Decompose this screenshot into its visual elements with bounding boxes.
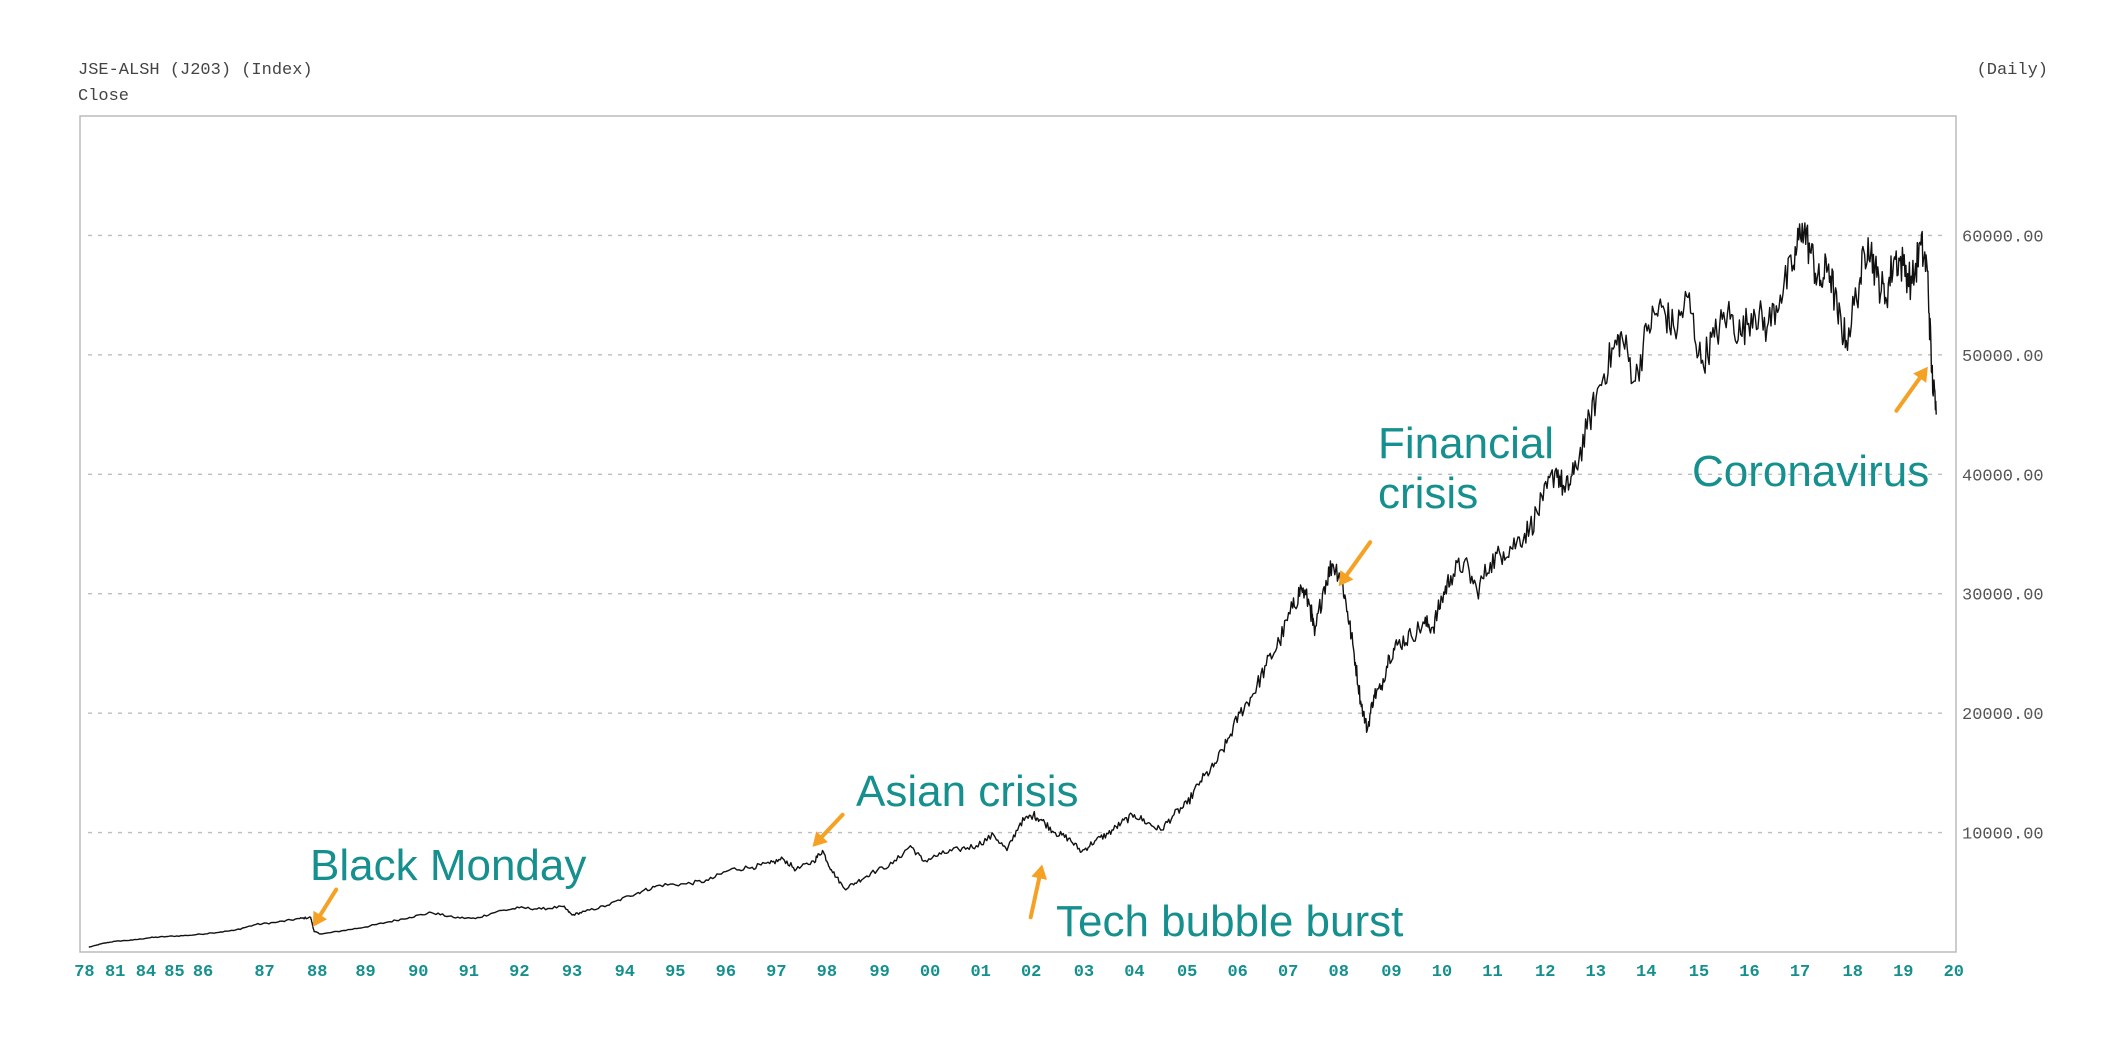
- x-tick-label: 89: [355, 963, 375, 982]
- x-tick-label: 96: [716, 963, 736, 982]
- x-tick-label: 03: [1074, 963, 1094, 982]
- series-layer: [88, 222, 1937, 948]
- x-tick-label: 90: [408, 963, 428, 982]
- x-tick-label: 85: [164, 963, 184, 982]
- plot-frame: [79, 115, 1957, 953]
- series-line-0: [88, 222, 1937, 948]
- annotation-coronavirus: Coronavirus: [1692, 366, 1929, 496]
- x-tick-label: 12: [1535, 963, 1555, 982]
- y-tick-label: 20000.00: [1962, 706, 2044, 725]
- x-tick-label: 95: [665, 963, 685, 982]
- annotation-label: Tech bubble burst: [1056, 897, 1403, 946]
- x-tick-label: 04: [1124, 963, 1144, 982]
- frequency-label: (Daily): [1977, 61, 2048, 80]
- x-tick-label: 10: [1432, 963, 1452, 982]
- x-tick-label: 88: [307, 963, 327, 982]
- chart-subtitle: Close: [78, 87, 129, 106]
- arrow-shaft: [1344, 540, 1373, 577]
- y-tick-label: 40000.00: [1962, 467, 2044, 486]
- x-tick-label: 18: [1843, 963, 1863, 982]
- x-tick-label: 87: [254, 963, 274, 982]
- x-tick-label: 20: [1944, 963, 1964, 982]
- x-tick-label: 92: [509, 963, 529, 982]
- x-tick-label: 84: [136, 963, 156, 982]
- arrow-shaft: [820, 812, 845, 839]
- annotation-label: Financial: [1378, 419, 1554, 468]
- x-tick-label: 15: [1689, 963, 1709, 982]
- y-axis: 10000.00 20000.00 30000.00 40000.00 50000.00…: [1962, 228, 2044, 844]
- annotation-black-monday: Black Monday: [310, 841, 586, 927]
- x-tick-label: 07: [1278, 963, 1298, 982]
- arrow-head: [1031, 864, 1048, 880]
- x-tick-label: 02: [1021, 963, 1041, 982]
- annotation-label: Asian crisis: [856, 767, 1079, 816]
- arrow-shaft: [1028, 876, 1042, 920]
- chart-title: JSE-ALSH (J203) (Index): [78, 61, 313, 80]
- annotation-asian-crisis: Asian crisis: [812, 767, 1079, 847]
- x-tick-label: 81: [105, 963, 125, 982]
- x-tick-label: 86: [193, 963, 213, 982]
- gridlines: [88, 234, 1948, 834]
- arrow-head: [812, 831, 828, 847]
- y-tick-label: 50000.00: [1962, 348, 2044, 367]
- y-tick-label: 10000.00: [1962, 826, 2044, 845]
- x-tick-label: 99: [869, 963, 889, 982]
- x-tick-label: 17: [1790, 963, 1810, 982]
- x-tick-label: 06: [1227, 963, 1247, 982]
- x-tick-label: 13: [1586, 963, 1606, 982]
- annotation-label: crisis: [1378, 469, 1478, 518]
- arrow-head: [312, 910, 328, 927]
- x-tick-label: 14: [1636, 963, 1656, 982]
- x-tick-label: 94: [615, 963, 635, 982]
- arrow-head: [1338, 570, 1354, 587]
- x-tick-label: 09: [1381, 963, 1401, 982]
- x-axis: 78 81 84 85 86 87 88 89 90 91 92 93 94 95 96 97 98 99 00 01…: [74, 963, 1964, 982]
- x-tick-label: 19: [1893, 963, 1913, 982]
- x-tick-label: 98: [817, 963, 837, 982]
- y-tick-label: 60000.00: [1962, 228, 2044, 247]
- annotation-label: Coronavirus: [1692, 447, 1929, 496]
- x-tick-label: 01: [970, 963, 990, 982]
- arrow-head: [1913, 366, 1928, 383]
- x-tick-label: 93: [562, 963, 582, 982]
- x-tick-label: 11: [1482, 963, 1502, 982]
- x-tick-label: 16: [1739, 963, 1759, 982]
- annotation-label: Black Monday: [310, 841, 586, 890]
- annotations: Black Monday Asian crisis Tech bubble burs…: [310, 366, 1929, 946]
- arrow-shaft: [1894, 376, 1922, 413]
- x-tick-label: 91: [459, 963, 479, 982]
- x-tick-label: 97: [766, 963, 786, 982]
- arrow-shaft: [318, 887, 339, 918]
- x-tick-label: 00: [920, 963, 940, 982]
- annotation-tech-bubble: Tech bubble burst: [1028, 864, 1403, 946]
- x-tick-label: 78: [74, 963, 94, 982]
- y-tick-label: 30000.00: [1962, 587, 2044, 606]
- x-tick-label: 08: [1329, 963, 1349, 982]
- x-tick-label: 05: [1177, 963, 1197, 982]
